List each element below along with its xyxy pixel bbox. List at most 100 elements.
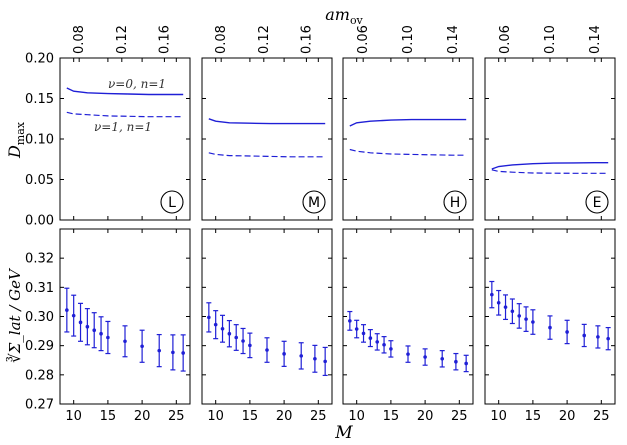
sigma-point	[248, 343, 252, 348]
sigma-point	[548, 325, 552, 330]
dmax-y-tick-label: 0.15	[25, 92, 54, 107]
sigma-point	[106, 335, 110, 340]
sigma-point	[565, 330, 569, 334]
sigma-point	[171, 350, 175, 355]
sigma-point	[464, 361, 468, 366]
annotation-nu1: ν=1, n=1	[94, 120, 152, 134]
x-tick-label: 25	[593, 409, 610, 424]
sigma-point	[299, 354, 304, 358]
x-axis-title: M	[334, 423, 353, 443]
sigma-point	[123, 339, 127, 344]
sigma-point	[241, 339, 245, 343]
sigma-point	[606, 336, 610, 341]
sigma-point	[323, 359, 327, 364]
x-tick-label: 20	[559, 409, 576, 424]
sigma-point	[406, 352, 410, 356]
sigma-point	[181, 351, 185, 355]
sigma-point	[517, 314, 522, 318]
dmax-nu1-curve-e	[491, 169, 609, 174]
top-axis-title: amov	[325, 5, 363, 27]
sigma-point	[213, 322, 218, 327]
top-axis-tick-label: 0.06	[498, 25, 513, 54]
sigma-point	[503, 305, 508, 309]
dmax-nu0-curve-e	[491, 162, 609, 170]
sigma-point	[282, 352, 286, 356]
panel-badge-label-e: E	[593, 195, 602, 211]
sigma-point	[389, 347, 393, 351]
top-axis-tick-label: 0.12	[115, 25, 130, 54]
sigma-point	[157, 348, 162, 353]
dmax-nu1-curve-l	[66, 111, 184, 118]
x-tick-label: 20	[276, 409, 293, 424]
x-tick-label: 10	[348, 409, 365, 424]
panel-badge-label-m: M	[308, 195, 320, 211]
sigma-point	[490, 292, 494, 297]
sigma-point	[85, 324, 90, 329]
sigma-y-tick-label: 0.32	[25, 252, 54, 267]
top-axis-tick-label: 0.12	[257, 25, 272, 54]
top-axis-tick-label: 0.14	[588, 25, 603, 54]
sigma-point	[596, 335, 600, 339]
sigma-y-tick-label: 0.28	[25, 368, 54, 383]
sigma-point	[496, 300, 501, 305]
dmax-nu1-curve-m	[208, 152, 326, 158]
x-tick-label: 15	[100, 409, 117, 424]
sigma-point	[207, 315, 211, 320]
sigma-point	[368, 336, 373, 340]
panel-badge-l	[160, 190, 184, 214]
sigma-point	[71, 313, 76, 318]
x-tick-label: 10	[207, 409, 224, 424]
sigma-y-tick-label: 0.29	[25, 339, 54, 354]
sigma-point	[99, 331, 103, 336]
top-axis-tick-label: 0.10	[401, 25, 416, 54]
sigma-point	[582, 333, 587, 338]
x-tick-label: 15	[383, 409, 400, 424]
sigma-y-tick-label: 0.31	[25, 281, 54, 296]
x-tick-label: 20	[417, 409, 434, 424]
sigma-y-tick-label: 0.30	[25, 310, 54, 325]
x-tick-label: 25	[451, 409, 468, 424]
dmax-y-axis-title: Dmax	[5, 121, 27, 159]
sigma-point	[454, 359, 458, 364]
panel-badge-label-h: H	[450, 195, 461, 211]
sigma-point	[220, 326, 225, 331]
sigma-point	[227, 331, 232, 336]
top-axis-tick-label: 0.08	[214, 25, 229, 54]
x-tick-label: 25	[168, 409, 185, 424]
top-axis-tick-label: 0.10	[543, 25, 558, 54]
sigma-point	[65, 308, 69, 312]
sigma-point	[423, 355, 427, 359]
dmax-nu1-curve-h	[349, 148, 467, 156]
dmax-nu0-curve-m	[208, 118, 326, 125]
x-tick-label: 15	[242, 409, 259, 424]
sigma-point	[531, 320, 535, 324]
top-axis-tick-label: 0.16	[157, 25, 172, 54]
dmax-nu0-curve-h	[349, 118, 467, 127]
sigma-point	[440, 356, 445, 361]
dmax-y-tick-label: 0.05	[25, 173, 54, 188]
annotation-nu0: ν=0, n=1	[108, 77, 166, 91]
top-axis-tick-label: 0.06	[356, 25, 371, 54]
sigma-y-axis-title: ∛Σ_lat / GeV	[6, 267, 24, 363]
panel-badge-h	[443, 190, 467, 214]
sigma-point	[354, 327, 359, 331]
sigma-point	[361, 331, 366, 336]
sigma-point	[92, 328, 97, 333]
sigma-point	[78, 320, 83, 325]
panel-badge-m	[302, 190, 326, 214]
x-tick-label: 20	[134, 409, 151, 424]
sigma-point	[375, 340, 380, 344]
dmax-y-tick-label: 0.00	[25, 214, 54, 229]
top-axis-tick-label: 0.14	[446, 25, 461, 54]
x-tick-label: 10	[490, 409, 507, 424]
sigma-point	[140, 344, 144, 349]
sigma-point	[265, 348, 269, 352]
sigma-point	[382, 342, 386, 347]
top-axis-tick-label: 0.08	[72, 25, 87, 54]
sigma-panel-m-frame	[201, 228, 333, 405]
panel-badge-e	[585, 190, 609, 214]
top-axis-tick-label: 0.16	[299, 25, 314, 54]
dmax-y-tick-label: 0.20	[25, 52, 54, 67]
panel-badge-label-l: L	[168, 195, 176, 211]
